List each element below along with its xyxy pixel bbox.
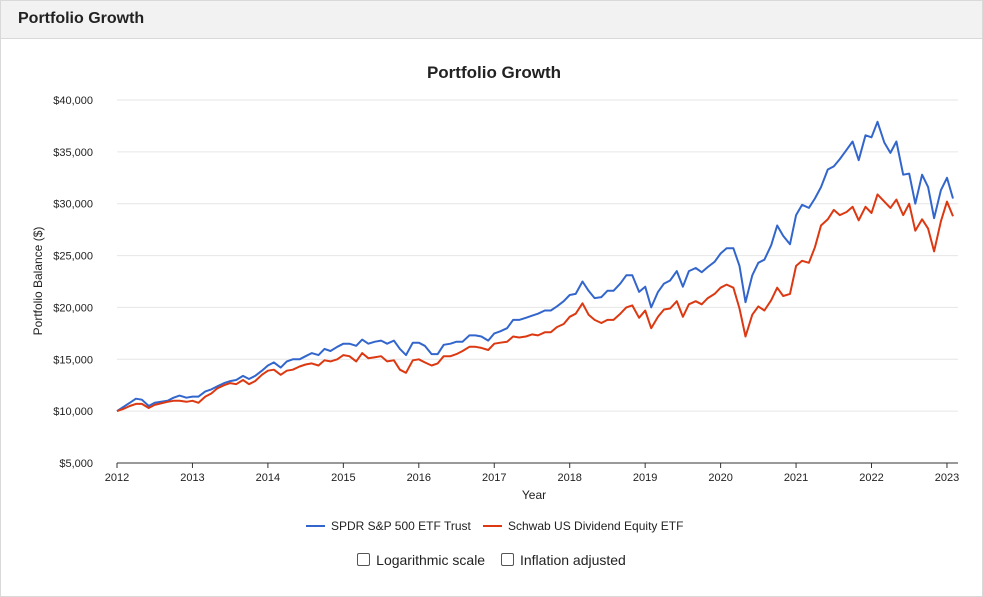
y-tick-label: $30,000 bbox=[53, 199, 93, 211]
inflation-option[interactable]: Inflation adjusted bbox=[500, 552, 626, 568]
legend: SPDR S&P 500 ETF Trust Schwab US Dividend… bbox=[306, 519, 683, 533]
chart-options: Logarithmic scale Inflation adjusted bbox=[0, 552, 983, 568]
x-axis-label: Year bbox=[522, 488, 546, 502]
panel-header: Portfolio Growth bbox=[1, 1, 982, 39]
x-tick-label: 2017 bbox=[482, 472, 506, 484]
x-tick-label: 2021 bbox=[784, 472, 808, 484]
grid-lines bbox=[117, 99, 958, 464]
y-tick-label: $35,000 bbox=[53, 147, 93, 159]
y-tick-label: $5,000 bbox=[59, 458, 93, 470]
series-line-schwab-dividend bbox=[116, 193, 954, 413]
y-tick-label: $40,000 bbox=[53, 95, 93, 107]
x-tick-label: 2012 bbox=[105, 472, 129, 484]
log-scale-checkbox[interactable] bbox=[357, 553, 371, 566]
chart-title: Portfolio Growth bbox=[427, 63, 561, 82]
x-tick-label: 2014 bbox=[256, 472, 280, 484]
x-tick-label: 2020 bbox=[708, 472, 732, 484]
y-tick-label: $20,000 bbox=[53, 302, 93, 314]
legend-label: Schwab US Dividend Equity ETF bbox=[508, 519, 683, 533]
y-tick-label: $25,000 bbox=[53, 251, 93, 263]
panel-title: Portfolio Growth bbox=[18, 10, 145, 27]
inflation-adjusted-checkbox[interactable] bbox=[500, 553, 514, 566]
x-tick-label: 2013 bbox=[180, 472, 204, 484]
log-scale-label: Logarithmic scale bbox=[376, 552, 486, 568]
y-axis-label: Portfolio Balance ($) bbox=[31, 227, 45, 336]
inflation-adjusted-label: Inflation adjusted bbox=[519, 552, 626, 568]
x-tick-label: 2015 bbox=[331, 472, 355, 484]
series-layer bbox=[116, 120, 954, 413]
y-tick-label: $15,000 bbox=[53, 354, 93, 366]
legend-label: SPDR S&P 500 ETF Trust bbox=[331, 519, 471, 533]
y-tick-label: $10,000 bbox=[53, 406, 93, 418]
series-line-spdr-sp500 bbox=[116, 120, 954, 412]
axes: $5,000 $10,000 $15,000 $20,000 $25,000 $30,00… bbox=[53, 95, 959, 484]
x-tick-label: 2022 bbox=[859, 472, 883, 484]
x-tick-label: 2018 bbox=[557, 472, 581, 484]
x-tick-label: 2016 bbox=[407, 472, 431, 484]
log-scale-option[interactable]: Logarithmic scale bbox=[357, 552, 485, 568]
x-tick-label: 2023 bbox=[935, 472, 959, 484]
x-tick-label: 2019 bbox=[633, 472, 657, 484]
